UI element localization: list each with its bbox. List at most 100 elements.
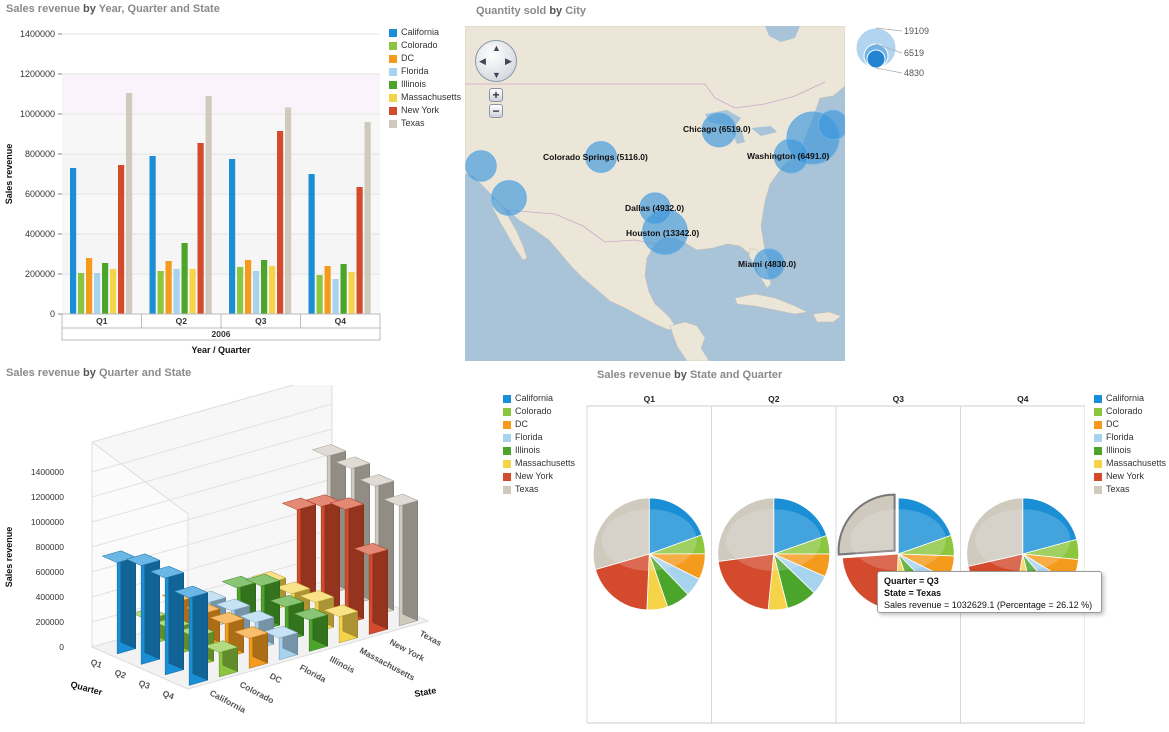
legend-item[interactable]: Massachusetts (1094, 457, 1166, 470)
legend-item[interactable]: New York (503, 470, 575, 483)
bar[interactable] (245, 260, 252, 314)
pie-column-header: Q1 (644, 394, 656, 404)
bar[interactable] (94, 273, 101, 314)
pan-up-icon[interactable]: ▲ (492, 43, 501, 53)
pie-slice[interactable] (592, 497, 650, 571)
city-label: Washington (6491.0) (747, 151, 830, 161)
city-bubble[interactable] (773, 138, 809, 174)
pie-slice[interactable] (1022, 497, 1078, 555)
bar[interactable] (157, 271, 164, 314)
legend-item[interactable]: Florida (1094, 431, 1166, 444)
legend-item[interactable]: Illinois (503, 444, 575, 457)
bar-3d-top (215, 598, 251, 612)
bar[interactable] (102, 263, 109, 314)
city-bubble[interactable] (642, 209, 688, 255)
bar[interactable] (149, 156, 156, 314)
legend-item[interactable]: Texas (1094, 483, 1166, 496)
legend-item[interactable]: California (1094, 392, 1166, 405)
bar[interactable] (181, 243, 188, 314)
gridline (91, 478, 333, 548)
bar[interactable] (261, 260, 268, 314)
legend-item[interactable]: Florida (389, 65, 461, 78)
bar-3d-side (348, 497, 364, 620)
bar[interactable] (285, 107, 292, 314)
bar[interactable] (197, 143, 204, 314)
legend-item[interactable]: New York (389, 104, 461, 117)
legend-item[interactable]: Colorado (503, 405, 575, 418)
bar-3d-top (209, 612, 245, 625)
bar[interactable] (316, 275, 323, 314)
legend-item[interactable]: Texas (503, 483, 575, 496)
bar[interactable] (253, 271, 260, 314)
legend-item[interactable]: DC (503, 418, 575, 431)
city-bubble[interactable] (585, 141, 617, 173)
map-pan-control[interactable]: ▲ ▼ ◀ ▶ (475, 40, 517, 82)
pie-slice[interactable] (837, 493, 896, 556)
pan-right-icon[interactable]: ▶ (505, 56, 512, 66)
legend-label: California (401, 27, 440, 37)
bar-3d-top (275, 581, 311, 595)
pie-slice[interactable] (966, 497, 1024, 567)
city-bubble[interactable] (491, 180, 527, 216)
bar[interactable] (269, 266, 276, 314)
bar[interactable] (165, 261, 172, 314)
pie-slice[interactable] (594, 553, 650, 611)
bar[interactable] (126, 93, 133, 314)
pie-slice[interactable] (648, 497, 703, 555)
legend-swatch (503, 394, 511, 403)
bar[interactable] (110, 269, 117, 314)
city-bubble[interactable] (753, 248, 785, 280)
bar[interactable] (205, 96, 212, 314)
pan-left-icon[interactable]: ◀ (479, 56, 486, 66)
legend-item[interactable]: Illinois (389, 78, 461, 91)
bar[interactable] (70, 168, 77, 314)
pie-slice[interactable] (717, 497, 775, 562)
legend-label: Florida (401, 66, 429, 76)
pie-slice[interactable] (717, 553, 775, 611)
legend-item[interactable]: Colorado (389, 39, 461, 52)
bar[interactable] (277, 131, 284, 314)
legend-label: Colorado (515, 406, 552, 416)
legend-item[interactable]: DC (389, 52, 461, 65)
bar[interactable] (86, 258, 93, 314)
legend-item[interactable]: Texas (389, 117, 461, 130)
bar[interactable] (118, 165, 125, 314)
bar[interactable] (308, 174, 315, 314)
legend-item[interactable]: California (389, 26, 461, 39)
pan-down-icon[interactable]: ▼ (492, 70, 501, 80)
bar-3d-side (372, 542, 388, 630)
zoom-in-button[interactable]: + (489, 88, 503, 102)
bar[interactable] (229, 159, 236, 314)
legend-label: Texas (401, 118, 425, 128)
legend-label: Florida (515, 432, 543, 442)
bar[interactable] (78, 273, 85, 314)
legend-label: Massachusetts (401, 92, 462, 102)
legend-item[interactable]: Illinois (1094, 444, 1166, 457)
x-tick-label: Q2 (176, 316, 188, 326)
legend-item[interactable]: California (503, 392, 575, 405)
bar-3d-top (239, 610, 275, 623)
bar[interactable] (364, 122, 371, 314)
bar-3d-side (324, 494, 340, 609)
bar[interactable] (237, 267, 244, 314)
city-bubble[interactable] (817, 109, 845, 141)
bar[interactable] (348, 272, 355, 314)
legend-item[interactable]: DC (1094, 418, 1166, 431)
city-label: Houston (13342.0) (626, 228, 699, 238)
bar[interactable] (340, 264, 347, 314)
bar[interactable] (332, 279, 339, 314)
city-map[interactable]: Chicago (6519.0) Colorado Springs (5116.0… (465, 26, 845, 361)
city-bubble[interactable] (701, 112, 737, 148)
bar[interactable] (324, 266, 331, 314)
legend-item[interactable]: Massachusetts (389, 91, 461, 104)
legend-item[interactable]: Colorado (1094, 405, 1166, 418)
legend-item[interactable]: Massachusetts (503, 457, 575, 470)
zoom-out-button[interactable]: − (489, 104, 503, 118)
legend-item[interactable]: New York (1094, 470, 1166, 483)
legend-item[interactable]: Florida (503, 431, 575, 444)
bar[interactable] (173, 269, 180, 314)
city-bubble[interactable] (465, 150, 497, 182)
bar-3d-top (323, 604, 359, 617)
bar[interactable] (356, 187, 363, 314)
bar[interactable] (189, 269, 196, 314)
